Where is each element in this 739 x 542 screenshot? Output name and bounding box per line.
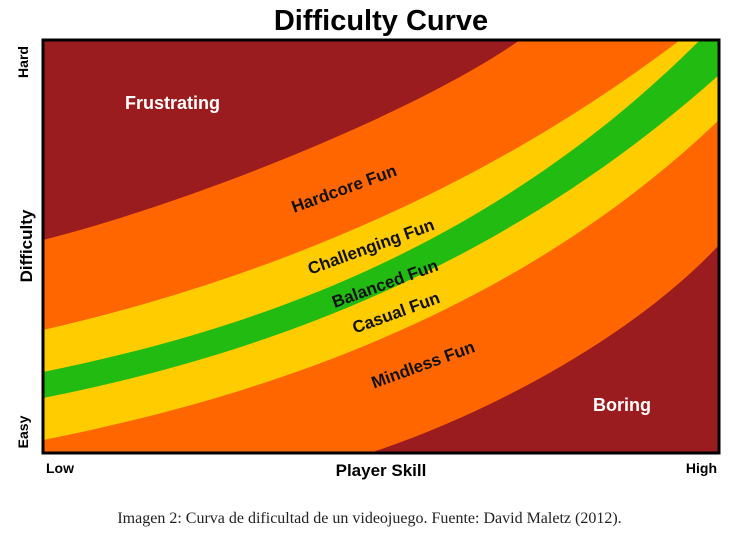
x-axis-high-label: High [686, 460, 717, 476]
frustrating-label: Frustrating [125, 93, 220, 113]
figure-caption: Imagen 2: Curva de dificultad de un vide… [117, 510, 622, 527]
diagram-title: Difficulty Curve [274, 5, 488, 37]
plot-area [43, 40, 719, 453]
y-axis-low-label: Easy [15, 415, 31, 448]
mindless-band [43, 120, 719, 453]
plot-frame [41, 38, 721, 455]
y-axis-label: Difficulty [17, 209, 36, 282]
x-axis-label: Player Skill [336, 461, 427, 480]
x-axis-low-label: Low [46, 460, 74, 476]
boring-zone [370, 245, 719, 453]
boring-label: Boring [593, 395, 651, 415]
y-axis-high-label: Hard [15, 46, 31, 78]
